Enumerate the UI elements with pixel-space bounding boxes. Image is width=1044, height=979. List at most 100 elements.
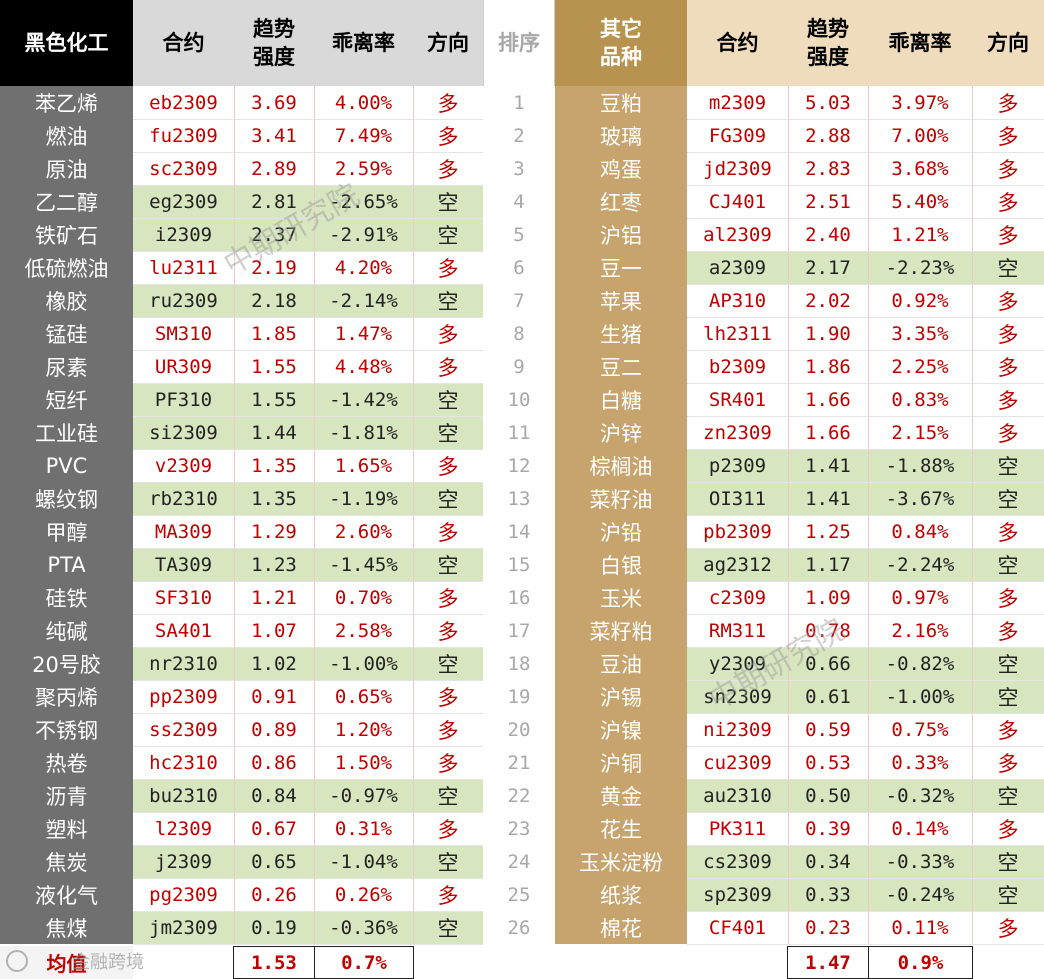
- rank-number: 24: [483, 845, 555, 878]
- right-row-strength: 2.17: [788, 251, 868, 284]
- rank-number: 2: [483, 119, 555, 152]
- right-row-name: 棉花: [555, 911, 687, 944]
- right-row-deviation: -1.00%: [868, 680, 972, 713]
- grid-line-horizontal: [133, 911, 483, 912]
- right-row-strength: 2.51: [788, 185, 868, 218]
- left-row-name: 聚丙烯: [0, 680, 133, 713]
- rank-number: 23: [483, 812, 555, 845]
- right-row-direction: 多: [972, 812, 1044, 845]
- left-row-strength: 0.67: [234, 812, 314, 845]
- grid-line-horizontal: [687, 317, 1044, 318]
- left-row-strength: 0.84: [234, 779, 314, 812]
- right-row-direction: 多: [972, 317, 1044, 350]
- right-row-name: 沪铝: [555, 218, 687, 251]
- right-row-deviation: 0.83%: [868, 383, 972, 416]
- rank-number: 8: [483, 317, 555, 350]
- right-row-contract: cs2309: [687, 845, 788, 878]
- right-row-name: 豆粕: [555, 86, 687, 119]
- left-row-strength: 0.19: [234, 911, 314, 944]
- left-row-deviation: -2.91%: [314, 218, 413, 251]
- left-row-direction: 多: [413, 251, 483, 284]
- left-row-contract: j2309: [133, 845, 234, 878]
- left-row-strength: 2.37: [234, 218, 314, 251]
- left-row-deviation: -1.45%: [314, 548, 413, 581]
- right-row-deviation: 5.40%: [868, 185, 972, 218]
- right-row-contract: pb2309: [687, 515, 788, 548]
- left-row-name: 铁矿石: [0, 218, 133, 251]
- right-row-strength: 0.33: [788, 878, 868, 911]
- right-row-name: 生猪: [555, 317, 687, 350]
- rank-number: 19: [483, 680, 555, 713]
- header-left-trend: 趋势 强度: [234, 0, 314, 86]
- left-row-deviation: 4.48%: [314, 350, 413, 383]
- right-row-name: 沪铜: [555, 746, 687, 779]
- rank-number: 1: [483, 86, 555, 119]
- grid-line-horizontal: [687, 944, 1044, 945]
- right-row-strength: 2.88: [788, 119, 868, 152]
- left-row-strength: 0.89: [234, 713, 314, 746]
- left-row-name: 尿素: [0, 350, 133, 383]
- left-row-direction: 多: [413, 680, 483, 713]
- rank-number: 10: [483, 383, 555, 416]
- rank-number: 21: [483, 746, 555, 779]
- right-row-contract: p2309: [687, 449, 788, 482]
- right-row-direction: 多: [972, 383, 1044, 416]
- left-row-contract: nr2310: [133, 647, 234, 680]
- grid-line-horizontal: [687, 911, 1044, 912]
- left-row-deviation: -0.36%: [314, 911, 413, 944]
- left-row-contract: pg2309: [133, 878, 234, 911]
- right-row-strength: 0.66: [788, 647, 868, 680]
- right-row-name: 黄金: [555, 779, 687, 812]
- right-row-deviation: 0.92%: [868, 284, 972, 317]
- left-row-contract: pp2309: [133, 680, 234, 713]
- right-row-name: 棕榈油: [555, 449, 687, 482]
- grid-line-horizontal: [687, 647, 1044, 648]
- rank-number: 13: [483, 482, 555, 515]
- left-row-strength: 1.55: [234, 350, 314, 383]
- left-row-name: 燃油: [0, 119, 133, 152]
- right-row-deviation: 2.25%: [868, 350, 972, 383]
- left-row-name: 纯碱: [0, 614, 133, 647]
- left-average-deviation: 0.7%: [314, 946, 414, 979]
- rank-number: 18: [483, 647, 555, 680]
- right-row-contract: jd2309: [687, 152, 788, 185]
- right-row-direction: 多: [972, 350, 1044, 383]
- grid-line-horizontal: [687, 746, 1044, 747]
- left-row-direction: 多: [413, 713, 483, 746]
- grid-line-horizontal: [687, 845, 1044, 846]
- grid-line-horizontal: [687, 581, 1044, 582]
- right-row-direction: 空: [972, 680, 1044, 713]
- left-row-contract: PF310: [133, 383, 234, 416]
- left-row-deviation: -0.97%: [314, 779, 413, 812]
- right-row-contract: b2309: [687, 350, 788, 383]
- right-row-name: 豆一: [555, 251, 687, 284]
- right-row-strength: 1.09: [788, 581, 868, 614]
- right-row-strength: 0.78: [788, 614, 868, 647]
- right-row-direction: 空: [972, 878, 1044, 911]
- left-row-strength: 0.86: [234, 746, 314, 779]
- right-row-deviation: 3.68%: [868, 152, 972, 185]
- rank-number: 4: [483, 185, 555, 218]
- grid-line-horizontal: [687, 713, 1044, 714]
- right-row-strength: 2.02: [788, 284, 868, 317]
- right-row-deviation: -3.67%: [868, 482, 972, 515]
- grid-line-horizontal: [687, 284, 1044, 285]
- header-left-group: 黑色化工: [0, 0, 133, 86]
- left-row-direction: 空: [413, 845, 483, 878]
- grid-line-horizontal: [133, 779, 483, 780]
- right-row-direction: 多: [972, 119, 1044, 152]
- right-row-name: 豆二: [555, 350, 687, 383]
- grid-line-horizontal: [133, 614, 483, 615]
- left-row-contract: rb2310: [133, 482, 234, 515]
- left-row-strength: 1.55: [234, 383, 314, 416]
- left-row-deviation: 2.59%: [314, 152, 413, 185]
- rank-number: 5: [483, 218, 555, 251]
- left-row-contract: i2309: [133, 218, 234, 251]
- right-row-contract: lh2311: [687, 317, 788, 350]
- grid-line-horizontal: [687, 812, 1044, 813]
- grid-line-horizontal: [133, 317, 483, 318]
- left-row-direction: 空: [413, 911, 483, 944]
- left-row-deviation: 0.70%: [314, 581, 413, 614]
- right-row-deviation: -2.24%: [868, 548, 972, 581]
- left-row-deviation: 2.60%: [314, 515, 413, 548]
